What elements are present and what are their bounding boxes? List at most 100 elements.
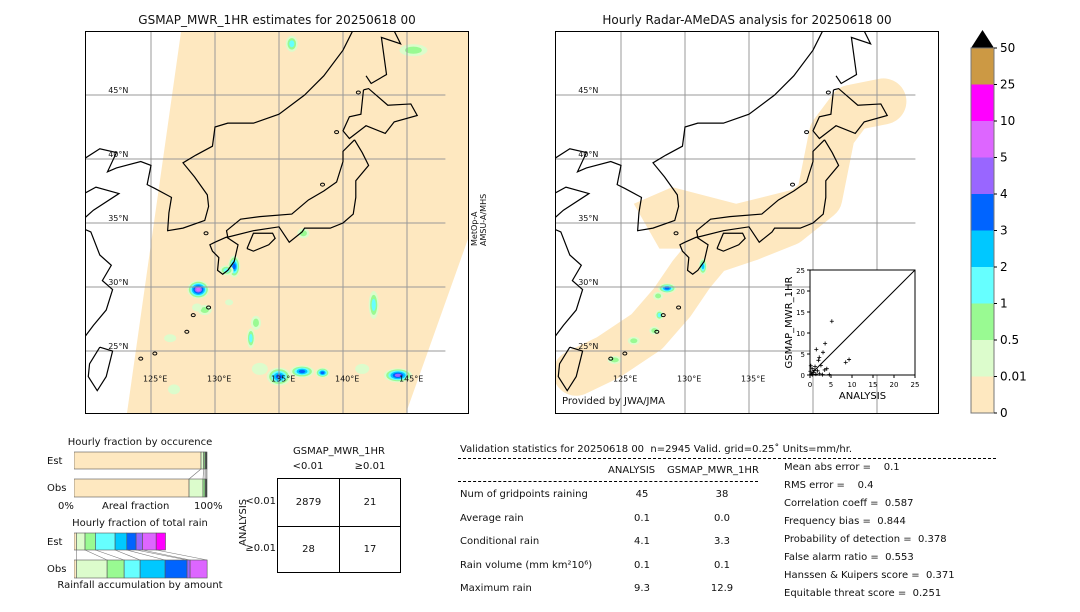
connector-line bbox=[202, 468, 204, 480]
x-tick-label: 5 bbox=[829, 381, 833, 389]
obs-bar-segment bbox=[205, 478, 208, 498]
island-coastline bbox=[355, 90, 361, 95]
score-item: Frequency bias = 0.844 bbox=[784, 516, 906, 527]
stats-col-gsmap: GSMAP_MWR_1HR bbox=[667, 465, 759, 476]
island-coastline bbox=[334, 130, 340, 135]
connector-line bbox=[84, 549, 108, 561]
lat-label: 25°N bbox=[578, 342, 598, 351]
scatter-xlabel: ANALYSIS bbox=[839, 391, 886, 402]
scatter-point bbox=[815, 368, 820, 373]
coastline bbox=[695, 139, 840, 244]
island-coastline bbox=[203, 231, 209, 236]
coastline bbox=[342, 87, 419, 140]
stats-row-label: Maximum rain bbox=[460, 583, 532, 594]
scatter-point bbox=[813, 372, 818, 377]
stats-row-analysis: 4.1 bbox=[634, 536, 650, 547]
island-coastline bbox=[654, 329, 660, 334]
island-coastline bbox=[152, 351, 158, 356]
obs-bar-segment bbox=[164, 559, 188, 579]
est-bar-segment bbox=[200, 451, 204, 470]
connector-line bbox=[136, 549, 188, 561]
x-tick-label: 0 bbox=[808, 381, 812, 389]
scatter-point bbox=[821, 350, 826, 355]
left-map-title: GSMAP_MWR_1HR estimates for 20250618 00 bbox=[138, 13, 416, 27]
colorbar-tick-label: 4 bbox=[1000, 187, 1008, 201]
rain-patch bbox=[298, 369, 306, 374]
lon-label: 130°E bbox=[677, 375, 701, 384]
colorbar-tick-label: 5 bbox=[1000, 151, 1008, 165]
contingency-col-label-2: ≥0.01 bbox=[354, 461, 386, 472]
y-tick-label: 5 bbox=[801, 351, 805, 359]
contingency-col-title: GSMAP_MWR_1HR bbox=[293, 446, 385, 457]
occurrence-x-min: 0% bbox=[58, 501, 74, 512]
est-bar-segment bbox=[114, 532, 128, 551]
lat-label: 40°N bbox=[578, 150, 598, 159]
total-rain-xlabel: Rainfall accumulation by amount bbox=[57, 580, 223, 591]
stats-row-analysis: 45 bbox=[635, 489, 649, 500]
lat-label: 30°N bbox=[578, 278, 598, 287]
stats-row-label: Average rain bbox=[460, 512, 524, 524]
colorbar-tick-label: 25 bbox=[1000, 78, 1015, 92]
cell-false-alarms: 21 bbox=[363, 497, 377, 508]
stats-row-gsmap: 3.3 bbox=[714, 536, 730, 547]
stats-table-divider bbox=[458, 481, 758, 482]
coastline bbox=[209, 236, 239, 275]
y-tick-label: 0 bbox=[801, 372, 805, 380]
lon-label: 135°E bbox=[741, 375, 765, 384]
rain-patch bbox=[657, 313, 662, 318]
colorbar-segment bbox=[971, 340, 994, 377]
obs-bar-segment bbox=[188, 478, 204, 498]
contingency-table: 2879 21 28 17 bbox=[277, 478, 401, 573]
est-bar-segment bbox=[155, 532, 166, 551]
island-coastline bbox=[184, 329, 190, 334]
x-tick-label: 20 bbox=[890, 381, 899, 389]
scatter-point bbox=[843, 360, 848, 365]
colorbar-extend-arrow bbox=[971, 30, 994, 48]
est-bar-segment bbox=[74, 451, 202, 470]
colorbar-segment bbox=[971, 48, 994, 85]
lon-label: 125°E bbox=[143, 375, 167, 384]
occurrence-est-label: Est bbox=[47, 456, 63, 467]
rain-patch bbox=[168, 384, 181, 395]
connector-line bbox=[156, 549, 208, 561]
stats-row-analysis: 0.1 bbox=[634, 512, 650, 524]
coastline bbox=[556, 32, 823, 232]
island-coastline bbox=[206, 305, 212, 310]
connector-line bbox=[114, 549, 141, 561]
obs-bar-segment bbox=[76, 559, 108, 579]
stats-row-gsmap: 12.9 bbox=[710, 583, 734, 594]
stats-row-label: Rain volume (mm km²10⁶) bbox=[460, 559, 593, 571]
coastline bbox=[365, 32, 402, 85]
rain-patch bbox=[251, 362, 268, 375]
satellite-label: MetOp-A AMSU-A/MHS bbox=[470, 190, 500, 250]
scatter-point bbox=[813, 364, 818, 369]
lat-label: 35°N bbox=[578, 214, 598, 223]
total-rain-obs-label: Obs bbox=[47, 564, 67, 575]
x-tick-label: 10 bbox=[848, 381, 857, 389]
colorbar-tick-label: 3 bbox=[1000, 224, 1008, 238]
lat-label: 25°N bbox=[108, 342, 128, 351]
rain-patch bbox=[655, 293, 662, 299]
colorbar-segment bbox=[971, 194, 994, 231]
total-rain-bars bbox=[74, 532, 208, 579]
coastline bbox=[835, 32, 872, 85]
score-item: RMS error = 0.4 bbox=[784, 480, 874, 491]
colorbar-tick-label: 0.5 bbox=[1000, 333, 1019, 347]
obs-bar-segment bbox=[186, 559, 191, 579]
rain-patch bbox=[405, 46, 422, 54]
stats-col-analysis: ANALYSIS bbox=[608, 465, 656, 476]
island-coastline bbox=[676, 305, 682, 310]
rain-patch bbox=[225, 299, 234, 306]
lat-label: 30°N bbox=[108, 278, 128, 287]
cell-hits-none: 2879 bbox=[295, 497, 322, 508]
scatter-point bbox=[817, 371, 822, 376]
contingency-row-label-2: ≥0.01 bbox=[245, 543, 276, 554]
scatter-point bbox=[829, 319, 834, 324]
gsmap-map-canvas: 45°N 40°N 35°N 30°N 25°N 125°E 130°E 135°E 140°E… bbox=[86, 32, 468, 413]
coastline bbox=[225, 139, 370, 244]
rain-patch bbox=[651, 328, 658, 333]
obs-bar-segment bbox=[74, 559, 77, 579]
est-bar-segment bbox=[84, 532, 96, 551]
scatter-point bbox=[808, 369, 813, 374]
